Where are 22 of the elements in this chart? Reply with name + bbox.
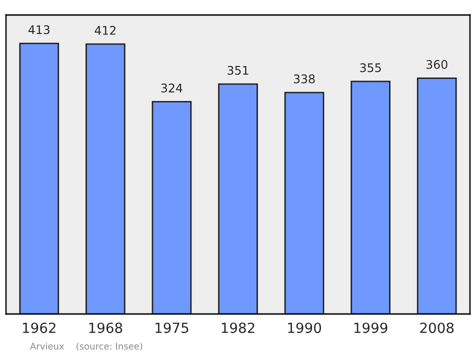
- data-label: 351: [228, 66, 248, 75]
- data-label: 413: [28, 25, 50, 34]
- x-tick-label: 1982: [222, 322, 254, 334]
- data-label: 324: [161, 84, 182, 92]
- bar: [218, 83, 258, 314]
- bar: [152, 101, 192, 314]
- data-label: 355: [360, 63, 381, 72]
- data-label: 338: [294, 74, 315, 84]
- bar: [284, 92, 324, 314]
- x-tick-label: 1990: [288, 322, 322, 334]
- bar: [19, 42, 60, 314]
- bar: [416, 77, 457, 314]
- x-tick-label: 2008: [420, 322, 454, 334]
- x-tick-label: 1968: [89, 322, 122, 334]
- x-tick-label: 1962: [22, 322, 56, 334]
- x-tick-label: 1975: [156, 322, 188, 334]
- data-label: 360: [426, 60, 448, 69]
- x-tick-label: 1999: [354, 322, 388, 334]
- bar: [86, 43, 126, 314]
- text: Arvieux (source: Insee): [30, 342, 142, 351]
- bar: [350, 80, 390, 314]
- data-label: 412: [94, 26, 116, 35]
